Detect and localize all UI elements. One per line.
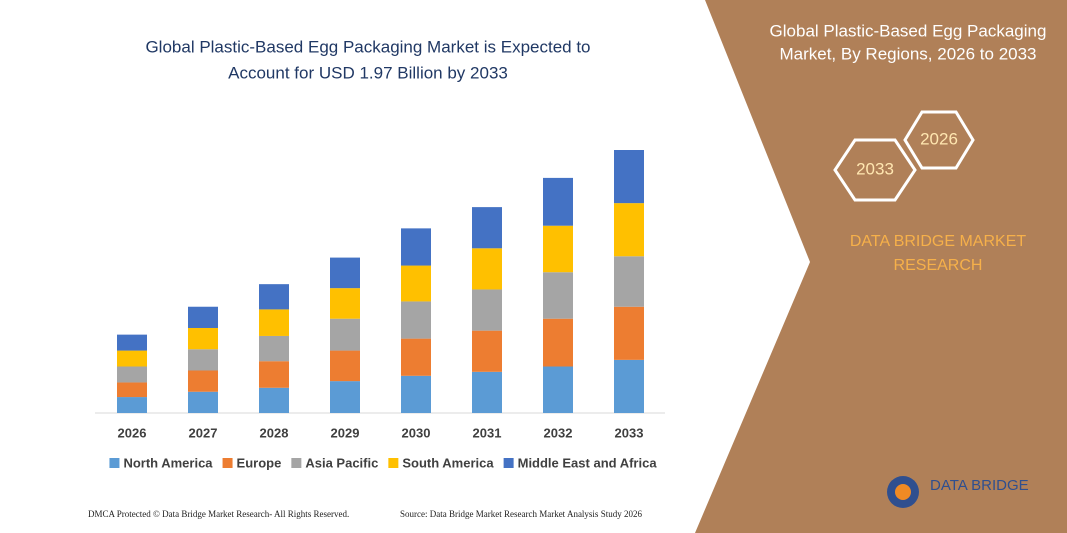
bar-segment xyxy=(188,370,218,392)
bar-segment xyxy=(472,330,502,372)
bar-segment xyxy=(259,387,289,413)
bar-segment xyxy=(188,349,218,371)
x-tick-label: 2028 xyxy=(260,425,289,440)
bar-segment xyxy=(117,397,147,413)
bar-segment xyxy=(401,375,431,413)
bar-segment xyxy=(188,306,218,328)
bar-segment xyxy=(259,309,289,336)
bar-segment xyxy=(188,327,218,350)
bar-segment xyxy=(543,318,573,367)
panel-title: Global Plastic-Based Egg Packaging xyxy=(770,21,1047,40)
hexagon xyxy=(903,110,975,170)
bar-segment xyxy=(188,391,218,413)
bar-segment xyxy=(614,203,644,257)
footer-right: Source: Data Bridge Market Research Mark… xyxy=(400,509,642,519)
legend-label: South America xyxy=(402,455,494,470)
hex-label: 2026 xyxy=(920,129,958,148)
bar-segment xyxy=(401,301,431,339)
legend-label: Europe xyxy=(237,455,282,470)
bar-segment xyxy=(614,359,644,413)
bar-segment xyxy=(117,366,147,383)
hexagon xyxy=(833,138,917,202)
x-tick-label: 2027 xyxy=(189,425,218,440)
x-tick-label: 2029 xyxy=(331,425,360,440)
footer-left: DMCA Protected © Data Bridge Market Rese… xyxy=(88,509,349,519)
chart-title: Global Plastic-Based Egg Packaging Marke… xyxy=(145,37,590,56)
bar-segment xyxy=(117,382,147,398)
bar-segment xyxy=(614,256,644,307)
logo-icon xyxy=(895,484,911,500)
x-tick-label: 2030 xyxy=(402,425,431,440)
brand-text: RESEARCH xyxy=(894,257,983,274)
x-tick-label: 2032 xyxy=(544,425,573,440)
bar-segment xyxy=(472,248,502,290)
bar-segment xyxy=(543,177,573,226)
brand-text: DATA BRIDGE MARKET xyxy=(850,233,1027,250)
bar-segment xyxy=(614,306,644,360)
bar-segment xyxy=(259,335,289,362)
bar-segment xyxy=(401,265,431,302)
panel-title: Market, By Regions, 2026 to 2033 xyxy=(779,44,1036,63)
side-panel xyxy=(695,0,1067,533)
legend-label: Middle East and Africa xyxy=(518,455,658,470)
legend-swatch xyxy=(503,458,514,468)
legend-label: Asia Pacific xyxy=(305,455,378,470)
bar-segment xyxy=(117,350,147,367)
bar-segment xyxy=(330,381,360,413)
bar-segment xyxy=(330,350,360,382)
legend-swatch xyxy=(222,458,233,468)
x-tick-label: 2031 xyxy=(473,425,502,440)
bar-segment xyxy=(330,318,360,351)
x-tick-label: 2033 xyxy=(615,425,644,440)
logo-text: DATA BRIDGE xyxy=(930,477,1029,494)
bar-segment xyxy=(117,334,147,351)
bar-segment xyxy=(330,288,360,319)
bar-segment xyxy=(614,150,644,204)
legend-swatch xyxy=(388,458,399,468)
bar-segment xyxy=(543,272,573,319)
legend-swatch xyxy=(109,458,120,468)
x-tick-label: 2026 xyxy=(118,425,147,440)
bar-segment xyxy=(330,257,360,289)
legend-label: North America xyxy=(123,455,213,470)
bar-segment xyxy=(543,225,573,273)
bar-segment xyxy=(401,228,431,266)
bar-segment xyxy=(472,371,502,413)
bar-segment xyxy=(472,207,502,249)
bar-segment xyxy=(472,289,502,331)
chart-title: Account for USD 1.97 Billion by 2033 xyxy=(228,63,508,82)
bar-segment xyxy=(259,361,289,388)
hex-label: 2033 xyxy=(856,159,894,178)
bar-segment xyxy=(543,366,573,413)
legend-swatch xyxy=(291,458,302,468)
bar-segment xyxy=(401,338,431,376)
bar-segment xyxy=(259,284,289,310)
